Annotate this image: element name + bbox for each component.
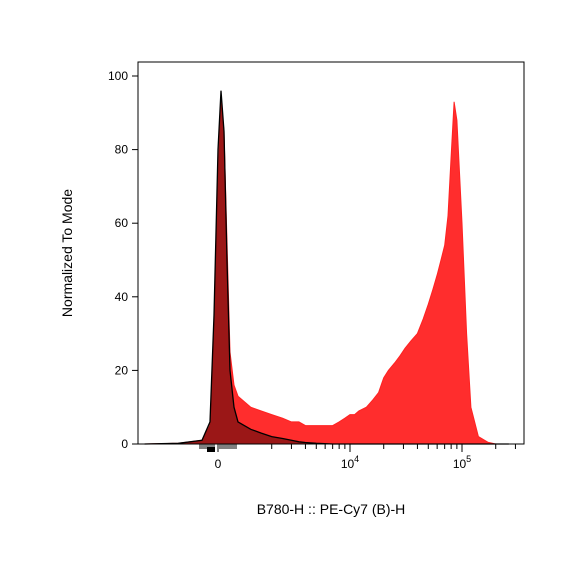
y-axis-title: Normalized To Mode bbox=[59, 189, 75, 317]
y-tick-label: 0 bbox=[121, 437, 128, 451]
x-tick-label: 105 bbox=[453, 454, 471, 471]
y-tick-label: 100 bbox=[108, 69, 128, 83]
x-axis-title: B780-H :: PE-Cy7 (B)-H bbox=[257, 501, 406, 517]
x-tick-exponent: 4 bbox=[354, 454, 359, 464]
y-tick-label: 80 bbox=[115, 143, 129, 157]
x-minor-ticks bbox=[199, 444, 516, 452]
series-0-area bbox=[138, 101, 524, 445]
series-1 bbox=[138, 90, 524, 445]
x-tick-label: 0 bbox=[215, 457, 222, 471]
series-0 bbox=[138, 101, 524, 445]
series-layer bbox=[138, 90, 524, 445]
y-tick-label: 40 bbox=[115, 290, 129, 304]
x-tick-label: 104 bbox=[341, 454, 359, 471]
x-zero-marker bbox=[207, 447, 215, 452]
y-axis: 0 20 40 60 80 100 bbox=[108, 69, 138, 451]
y-tick-label: 20 bbox=[115, 363, 129, 377]
x-axis: 0 104 105 bbox=[215, 444, 471, 471]
y-tick-label: 60 bbox=[115, 216, 129, 230]
plot-frame bbox=[137, 61, 525, 445]
x-tick-exponent: 5 bbox=[466, 454, 471, 464]
series-1-line bbox=[144, 90, 509, 445]
